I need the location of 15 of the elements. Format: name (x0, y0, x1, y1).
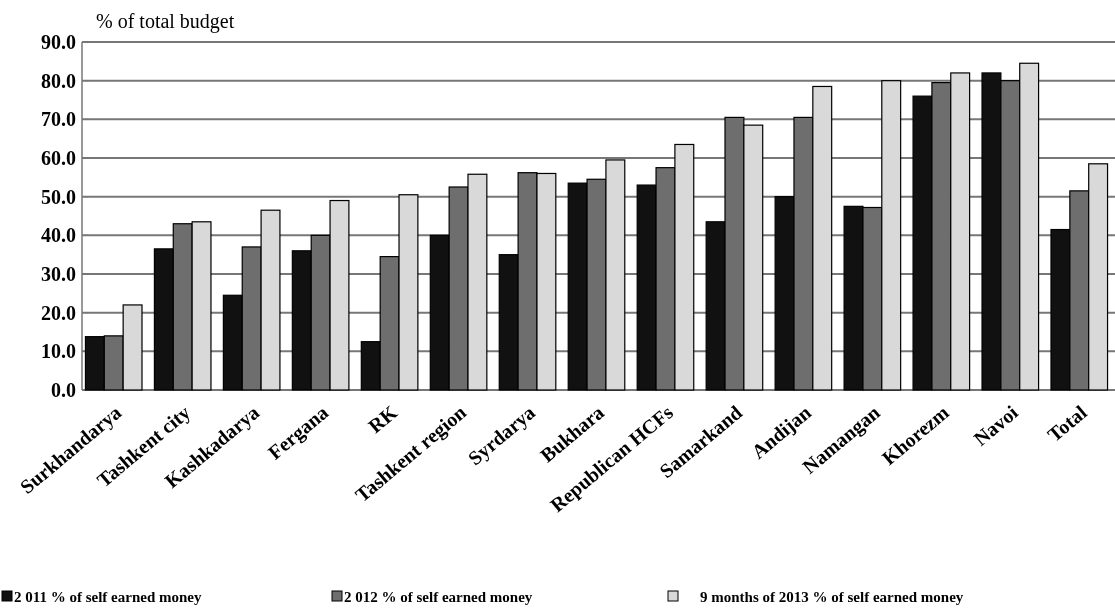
y-tick-label: 40.0 (41, 224, 76, 247)
x-tick-label: RK (364, 400, 402, 438)
y-tick-label: 10.0 (41, 340, 76, 363)
y-tick-label: 60.0 (41, 147, 76, 169)
y-tick-label: 70.0 (41, 108, 76, 131)
y-tick-label: 80.0 (41, 69, 76, 92)
y-tick-label: 0.0 (51, 379, 76, 401)
legend-label: 9 months of 2013 % of self earned money (700, 589, 964, 605)
y-tick-label: 30.0 (41, 263, 76, 285)
y-tick-label: 50.0 (41, 185, 76, 208)
y-tick-label: 20.0 (41, 301, 76, 324)
legend-label: 2 012 % of self earned money (344, 589, 533, 605)
legend-label: 2 011 % of self earned money (14, 589, 202, 605)
y-axis-title: % of total budget (96, 10, 235, 33)
y-tick-label: 90.0 (41, 31, 76, 53)
